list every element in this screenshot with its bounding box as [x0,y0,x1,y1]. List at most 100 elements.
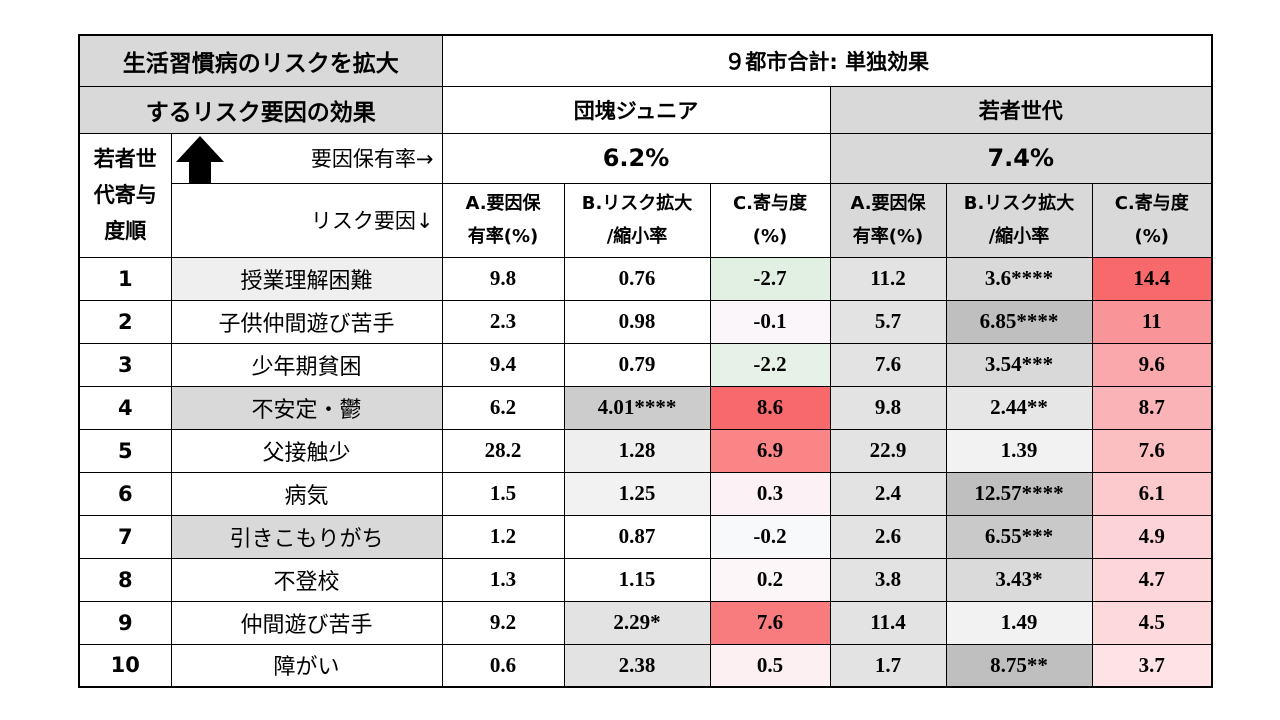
g2-b-cell: 1.49 [945,600,1093,645]
g2-c-cell: 4.9 [1091,514,1213,559]
factor-cell: 病気 [170,471,443,516]
g2-a-cell: 5.7 [829,299,947,344]
g1-b-cell: 0.79 [563,342,711,387]
rank-cell: 7 [78,514,172,559]
rank-cell: 6 [78,471,172,516]
g1-b-cell: 2.38 [563,643,711,688]
g2-b-cell: 3.54*** [945,342,1093,387]
g1-a-cell: 1.3 [441,557,565,602]
g2-b-cell: 2.44** [945,385,1093,430]
g2-c-cell: 8.7 [1091,385,1213,430]
g2-a-cell: 3.8 [829,557,947,602]
g2-c-cell: 6.1 [1091,471,1213,516]
g1-c-cell: -2.2 [709,342,831,387]
g2-c-cell: 14.4 [1091,256,1213,301]
rank-cell: 8 [78,557,172,602]
factor-cell: 不登校 [170,557,443,602]
col-b-header: B.リスク拡大/縮小率 [945,182,1093,258]
g1-a-cell: 0.6 [441,643,565,688]
g2-c-cell: 3.7 [1091,643,1213,688]
g1-a-cell: 28.2 [441,428,565,473]
g1-a-cell: 9.8 [441,256,565,301]
factor-cell: 授業理解困難 [170,256,443,301]
table-row: 2 子供仲間遊び苦手 2.3 0.98 -0.1 5.7 6.85**** 11 [78,299,1213,344]
col-c-header: C.寄与度 (%) [709,182,831,258]
g2-c-cell: 7.6 [1091,428,1213,473]
risk-factor-table: 生活習慣病のリスクを拡大 ９都市合計: 単独効果 するリスク要因の効果 団塊ジュ… [78,34,1213,688]
factor-cell: 引きこもりがち [170,514,443,559]
rank-cell: 5 [78,428,172,473]
g2-a-cell: 22.9 [829,428,947,473]
g2-b-cell: 1.39 [945,428,1093,473]
rank-cell: 9 [78,600,172,645]
g2-b-cell: 12.57**** [945,471,1093,516]
g1-b-cell: 2.29* [563,600,711,645]
g1-b-cell: 1.25 [563,471,711,516]
rank-header-line: 度順 [104,219,147,243]
col-a-header: A.要因保 有率(%) [829,182,947,258]
group2-header: 若者世代 [829,85,1213,134]
g1-c-cell: 0.3 [709,471,831,516]
g2-a-cell: 2.6 [829,514,947,559]
factor-cell: 少年期貧困 [170,342,443,387]
table-row: 1 授業理解困難 9.8 0.76 -2.7 11.2 3.6**** 14.4 [78,256,1213,301]
table-row: 7 引きこもりがち 1.2 0.87 -0.2 2.6 6.55*** 4.9 [78,514,1213,559]
g2-c-cell: 4.7 [1091,557,1213,602]
factor-cell: 障がい [170,643,443,688]
g1-c-cell: 0.5 [709,643,831,688]
g1-a-cell: 6.2 [441,385,565,430]
rank-header: 若者世 代寄与 度順 [78,132,172,258]
table-row: 9 仲間遊び苦手 9.2 2.29* 7.6 11.4 1.49 4.5 [78,600,1213,645]
g1-b-cell: 4.01**** [563,385,711,430]
g2-b-cell: 3.6**** [945,256,1093,301]
g1-b-cell: 0.98 [563,299,711,344]
factor-label: リスク要因↓ [170,182,443,258]
table-row: 4 不安定・鬱 6.2 4.01**** 8.6 9.8 2.44** 8.7 [78,385,1213,430]
factor-cell: 仲間遊び苦手 [170,600,443,645]
rank-cell: 2 [78,299,172,344]
g2-a-cell: 2.4 [829,471,947,516]
table-row: 10 障がい 0.6 2.38 0.5 1.7 8.75** 3.7 [78,643,1213,688]
g1-a-cell: 2.3 [441,299,565,344]
title-line1: 生活習慣病のリスクを拡大 [78,34,443,87]
g2-a-cell: 7.6 [829,342,947,387]
g2-a-cell: 9.8 [829,385,947,430]
rank-cell: 1 [78,256,172,301]
g2-b-cell: 6.55*** [945,514,1093,559]
g1-c-cell: 6.9 [709,428,831,473]
g1-b-cell: 1.28 [563,428,711,473]
rank-header-line: 若者世 [93,147,157,171]
rank-cell: 4 [78,385,172,430]
col-b-header: B.リスク拡大/縮小率 [563,182,711,258]
g2-b-cell: 8.75** [945,643,1093,688]
g2-a-cell: 11.2 [829,256,947,301]
rate-label: 要因保有率→ [310,147,434,171]
g2-a-cell: 11.4 [829,600,947,645]
g1-c-cell: -0.1 [709,299,831,344]
table-row: 8 不登校 1.3 1.15 0.2 3.8 3.43* 4.7 [78,557,1213,602]
g1-c-cell: 0.2 [709,557,831,602]
group2-rate: 7.4% [829,132,1213,184]
col-a-header: A.要因保 有率(%) [441,182,565,258]
g2-b-cell: 6.85**** [945,299,1093,344]
main-header: ９都市合計: 単独効果 [441,34,1213,87]
g2-c-cell: 9.6 [1091,342,1213,387]
g1-c-cell: -2.7 [709,256,831,301]
col-c-header: C.寄与度 (%) [1091,182,1213,258]
g1-c-cell: 7.6 [709,600,831,645]
g1-b-cell: 0.87 [563,514,711,559]
rank-cell: 3 [78,342,172,387]
g1-a-cell: 9.2 [441,600,565,645]
rate-label-cell: 要因保有率→ [170,132,443,184]
g1-a-cell: 9.4 [441,342,565,387]
up-arrow-icon [175,135,224,182]
factor-cell: 父接触少 [170,428,443,473]
factor-cell: 子供仲間遊び苦手 [170,299,443,344]
g2-c-cell: 4.5 [1091,600,1213,645]
g2-a-cell: 1.7 [829,643,947,688]
g2-c-cell: 11 [1091,299,1213,344]
rank-cell: 10 [78,643,172,688]
g1-a-cell: 1.5 [441,471,565,516]
g1-b-cell: 0.76 [563,256,711,301]
group1-rate: 6.2% [441,132,831,184]
